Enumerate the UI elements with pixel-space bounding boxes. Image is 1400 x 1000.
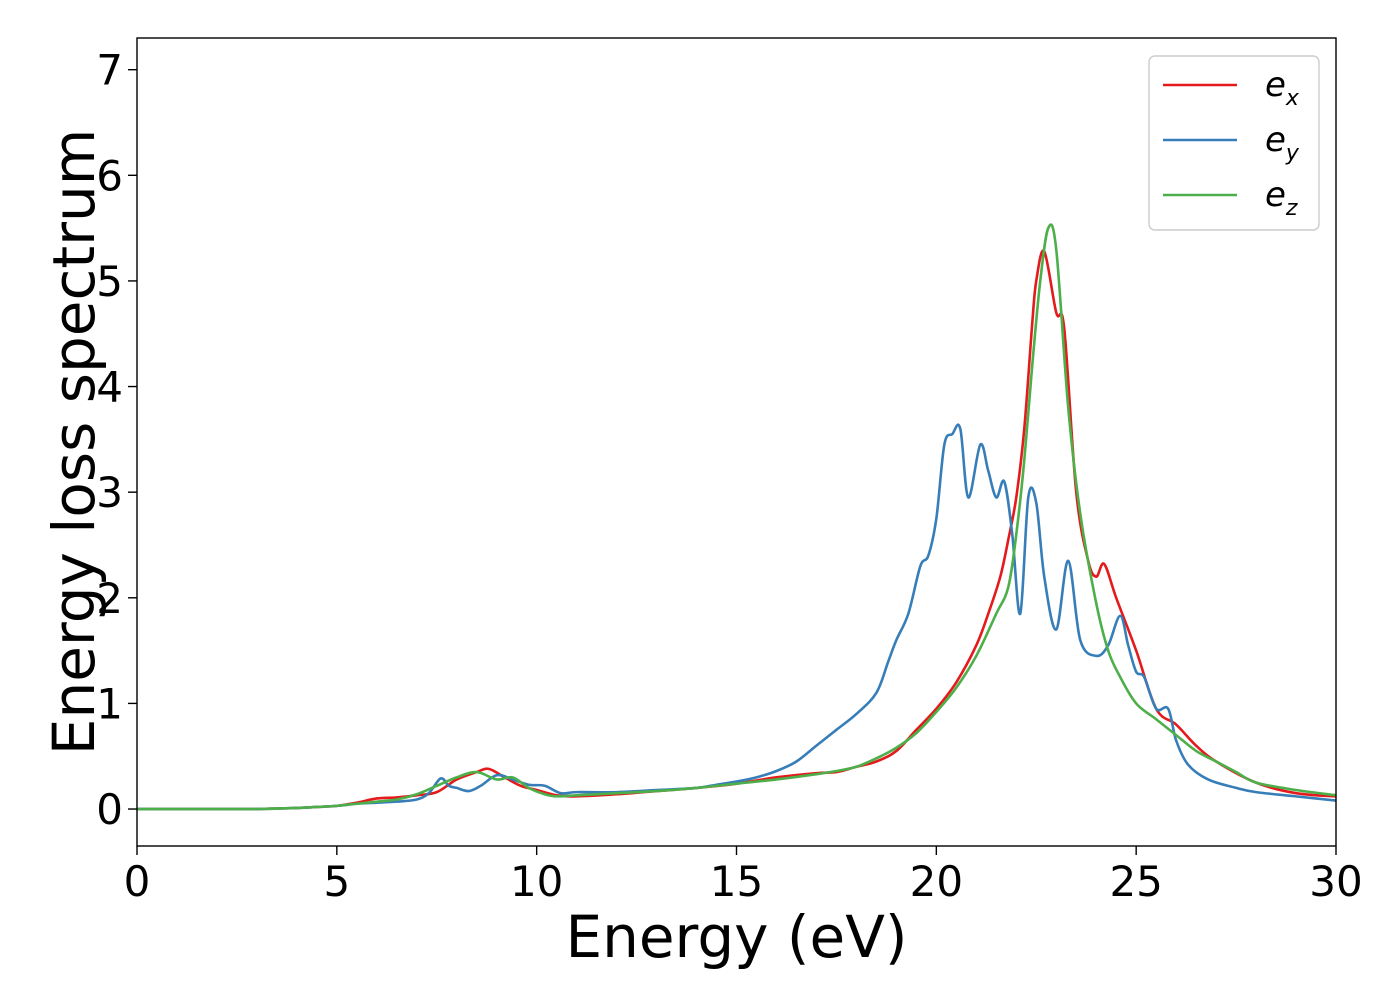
y-tick-label: 1 [96, 679, 123, 728]
x-axis: 0 5 10 15 20 25 30 [124, 846, 1363, 906]
legend-label-sub: x [1285, 86, 1300, 111]
y-tick-label: 4 [96, 363, 123, 412]
legend-label-sub: z [1285, 196, 1298, 221]
x-tick-label: 20 [910, 857, 963, 906]
y-tick-label: 0 [96, 785, 123, 834]
x-tick-label: 25 [1109, 857, 1162, 906]
legend-label-main: e [1265, 65, 1286, 105]
y-axis: 0 1 2 3 4 5 6 7 [96, 46, 137, 834]
legend-label-z: ez [1265, 175, 1298, 221]
series-line-y [137, 423, 1336, 811]
x-tick-label: 30 [1309, 857, 1362, 906]
legend-label-y: ey [1265, 120, 1300, 166]
legend-label-x: ex [1265, 65, 1300, 111]
x-tick-label: 5 [323, 857, 350, 906]
series-line-z [137, 223, 1336, 811]
y-tick-label: 3 [96, 468, 123, 517]
x-tick-label: 10 [510, 857, 563, 906]
legend-label-main: e [1265, 120, 1286, 160]
y-tick-label: 6 [96, 151, 123, 200]
y-tick-label: 2 [96, 574, 123, 623]
x-axis-label: Energy (eV) [565, 903, 907, 971]
y-tick-label: 7 [96, 46, 123, 95]
legend-label-main: e [1265, 175, 1286, 215]
legend-label-sub: y [1285, 141, 1300, 166]
legend-box [1148, 55, 1320, 231]
series-layer [137, 223, 1336, 811]
y-tick-label: 5 [96, 257, 123, 306]
y-axis-label: Energy loss spectrum [40, 129, 108, 755]
x-tick-label: 0 [124, 857, 151, 906]
x-tick-label: 15 [710, 857, 763, 906]
